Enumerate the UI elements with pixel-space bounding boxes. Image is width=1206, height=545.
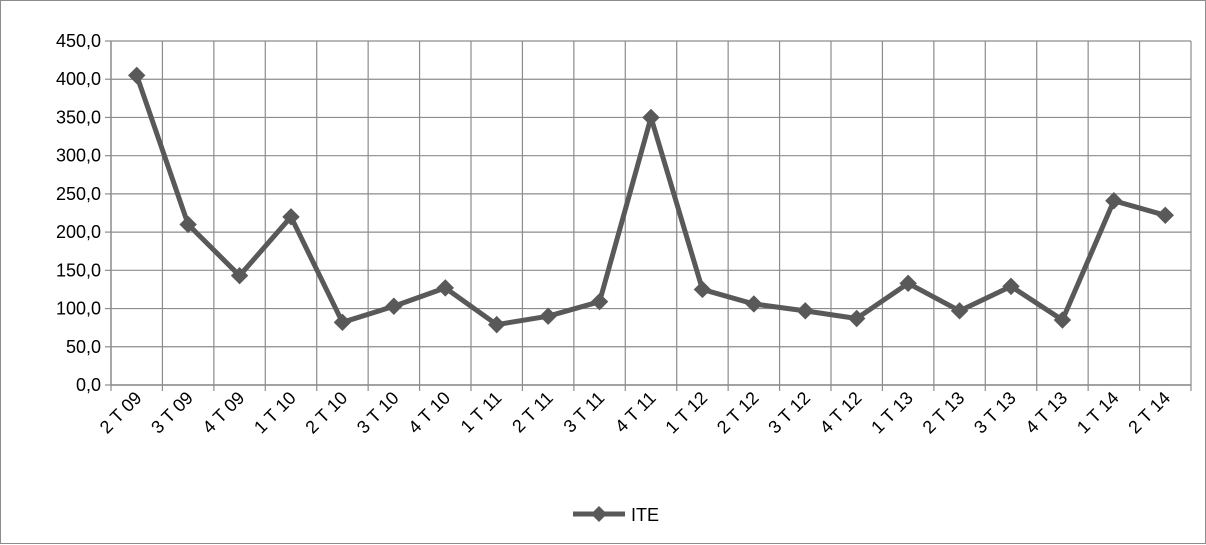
x-tick-label: 4 T 09 — [199, 388, 249, 438]
data-point-marker — [1105, 192, 1123, 210]
x-tick-label: 4 T 11 — [611, 388, 660, 437]
axes — [105, 40, 1192, 391]
x-tick-label: 1 T 13 — [867, 388, 917, 438]
x-tick-label: 3 T 12 — [764, 388, 814, 438]
data-point-marker — [1053, 311, 1072, 329]
y-tick-label: 350,0 — [56, 107, 101, 127]
x-tick-label: 2 T 10 — [301, 388, 351, 438]
data-point-marker — [539, 307, 557, 325]
data-point-marker — [230, 266, 249, 285]
legend-marker-swatch — [591, 506, 607, 522]
y-tick-label: 0,0 — [76, 375, 101, 395]
data-point-marker — [642, 108, 660, 127]
y-tick-label: 300,0 — [56, 146, 101, 166]
data-point-marker — [590, 292, 609, 311]
legend-label-ite: ITE — [631, 505, 659, 525]
data-point-marker — [282, 208, 300, 226]
y-tick-label: 200,0 — [56, 222, 101, 242]
series-ite — [128, 66, 1174, 334]
y-tick-label: 50,0 — [66, 337, 101, 357]
y-tick-label: 450,0 — [56, 31, 101, 51]
x-tick-label: 2 T 09 — [96, 388, 146, 438]
grid-lines — [110, 40, 1192, 386]
x-tick-label: 3 T 13 — [970, 388, 1020, 438]
data-point-marker — [436, 279, 454, 297]
data-point-marker — [745, 295, 763, 313]
data-point-marker — [950, 302, 969, 320]
y-tick-label: 150,0 — [56, 260, 101, 280]
data-point-marker — [385, 297, 403, 315]
data-point-marker — [848, 309, 866, 328]
x-tick-label: 3 T 11 — [560, 388, 609, 437]
legend: ITE — [573, 505, 659, 525]
y-tick-label: 250,0 — [56, 184, 101, 204]
x-tick-label: 2 T 11 — [508, 388, 557, 437]
x-tick-label: 1 T 14 — [1073, 388, 1123, 438]
x-tick-label: 3 T 09 — [147, 388, 197, 438]
x-tick-label: 3 T 10 — [353, 388, 403, 438]
x-tick-label: 2 T 14 — [1124, 388, 1174, 438]
x-tick-label: 1 T 11 — [457, 388, 506, 437]
x-tick-label: 4 T 12 — [816, 388, 866, 438]
data-point-marker — [693, 280, 712, 299]
data-point-marker — [179, 215, 197, 234]
x-tick-label: 2 T 13 — [919, 388, 969, 438]
y-tick-label: 100,0 — [56, 299, 101, 319]
x-tick-labels: 2 T 09 3 T 09 4 T 09 1 T 10 2 T 10 3 T 10 4 T … — [96, 388, 1174, 438]
data-point-marker — [488, 315, 506, 334]
data-point-marker — [128, 66, 146, 85]
data-point-marker — [333, 313, 352, 332]
data-point-marker — [796, 302, 814, 320]
data-point-marker — [1156, 206, 1174, 225]
data-point-marker — [1002, 277, 1020, 296]
y-tick-labels: 0,0 50,0 100,0 150,0 200,0 250,0 300,0 350,0 400… — [56, 31, 101, 395]
x-tick-label: 2 T 12 — [713, 388, 763, 438]
y-tick-label: 400,0 — [56, 69, 101, 89]
x-tick-label: 4 T 13 — [1021, 388, 1071, 438]
x-tick-label: 4 T 10 — [404, 388, 454, 438]
data-point-marker — [899, 274, 917, 293]
x-tick-label: 1 T 10 — [250, 388, 300, 438]
x-tick-label: 1 T 12 — [661, 388, 711, 438]
